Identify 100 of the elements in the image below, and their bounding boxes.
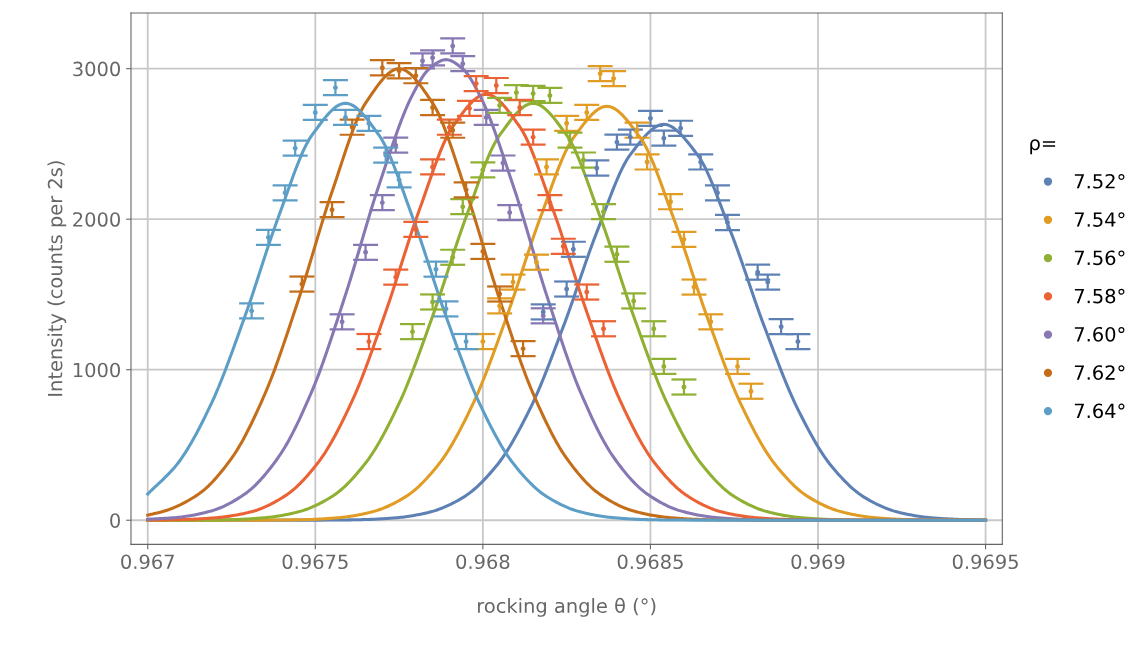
point bbox=[540, 309, 546, 315]
point bbox=[594, 165, 600, 171]
point bbox=[708, 319, 714, 325]
point bbox=[463, 187, 469, 193]
point bbox=[778, 324, 784, 330]
point bbox=[493, 83, 499, 88]
point bbox=[534, 259, 539, 265]
point bbox=[614, 251, 620, 257]
legend-label: 7.56° bbox=[1074, 250, 1125, 266]
legend-title: ρ= bbox=[1030, 139, 1056, 155]
point bbox=[668, 199, 673, 205]
point bbox=[292, 145, 298, 151]
point bbox=[396, 177, 402, 183]
x-axis-title: rocking angle θ (°) bbox=[478, 597, 656, 617]
point bbox=[282, 190, 288, 196]
point bbox=[544, 164, 549, 170]
y-tick-label: 0 bbox=[110, 513, 120, 528]
legend-label: 7.62° bbox=[1074, 365, 1125, 380]
point bbox=[795, 339, 801, 344]
point bbox=[460, 204, 466, 210]
y-tick-label: 2000 bbox=[73, 212, 120, 227]
point bbox=[755, 269, 761, 275]
point bbox=[413, 226, 419, 232]
point bbox=[413, 73, 419, 79]
point bbox=[446, 124, 452, 130]
point bbox=[725, 220, 730, 225]
point bbox=[420, 58, 425, 64]
point bbox=[510, 279, 516, 285]
point bbox=[661, 363, 667, 369]
point bbox=[517, 105, 523, 110]
point bbox=[450, 43, 456, 49]
y-axis-title: Intensity (counts per 2s) bbox=[47, 161, 67, 396]
point bbox=[430, 105, 436, 110]
point bbox=[681, 384, 687, 390]
point bbox=[312, 110, 318, 115]
point bbox=[349, 124, 355, 130]
point bbox=[631, 298, 637, 304]
x-tick-label: 0.9675 bbox=[282, 554, 348, 570]
point bbox=[644, 159, 650, 165]
point bbox=[520, 346, 526, 352]
legend-label: 7.60° bbox=[1074, 326, 1125, 342]
legend-label: 7.64° bbox=[1074, 403, 1125, 419]
point bbox=[765, 279, 771, 285]
point bbox=[467, 105, 472, 111]
point bbox=[584, 289, 590, 295]
point bbox=[379, 200, 385, 206]
point bbox=[329, 207, 335, 213]
point bbox=[597, 71, 603, 77]
point bbox=[497, 102, 503, 108]
point bbox=[430, 299, 436, 305]
point bbox=[513, 90, 519, 96]
y-tick-label: 3000 bbox=[73, 61, 120, 77]
x-tick-label: 0.968 bbox=[456, 554, 510, 570]
point bbox=[265, 234, 271, 240]
point bbox=[661, 135, 667, 141]
point bbox=[601, 326, 606, 332]
point bbox=[651, 326, 657, 332]
point bbox=[678, 125, 684, 131]
point bbox=[430, 55, 436, 61]
point bbox=[681, 236, 687, 242]
point bbox=[560, 243, 566, 249]
legend-label: 7.54° bbox=[1074, 212, 1125, 227]
point bbox=[480, 339, 486, 344]
point bbox=[564, 120, 570, 126]
point bbox=[648, 115, 653, 121]
point bbox=[567, 137, 573, 143]
point bbox=[249, 308, 255, 314]
point bbox=[332, 85, 338, 91]
point bbox=[343, 114, 348, 120]
point bbox=[366, 120, 372, 126]
point bbox=[584, 110, 590, 115]
point bbox=[540, 313, 546, 319]
point bbox=[497, 291, 503, 297]
point bbox=[443, 306, 449, 312]
point bbox=[363, 249, 369, 255]
point bbox=[580, 157, 586, 163]
point bbox=[393, 274, 399, 280]
point bbox=[547, 93, 553, 98]
point bbox=[500, 160, 506, 166]
legend-label: 7.58° bbox=[1074, 288, 1125, 304]
point bbox=[366, 339, 372, 344]
point bbox=[473, 81, 479, 86]
y-tick-label: 1000 bbox=[73, 362, 120, 378]
point bbox=[410, 329, 415, 335]
point bbox=[627, 134, 633, 140]
point bbox=[601, 209, 606, 215]
point bbox=[530, 134, 536, 140]
point bbox=[735, 363, 740, 369]
point bbox=[748, 388, 754, 394]
legend-label: 7.52° bbox=[1074, 173, 1125, 189]
x-tick-label: 0.9695 bbox=[952, 554, 1018, 570]
point bbox=[383, 152, 389, 158]
point bbox=[433, 266, 439, 272]
point bbox=[614, 139, 620, 145]
x-tick-label: 0.9685 bbox=[617, 554, 683, 570]
point bbox=[634, 127, 640, 133]
x-tick-label: 0.969 bbox=[791, 554, 845, 570]
point bbox=[570, 246, 576, 252]
point bbox=[564, 286, 570, 292]
point bbox=[463, 339, 469, 344]
